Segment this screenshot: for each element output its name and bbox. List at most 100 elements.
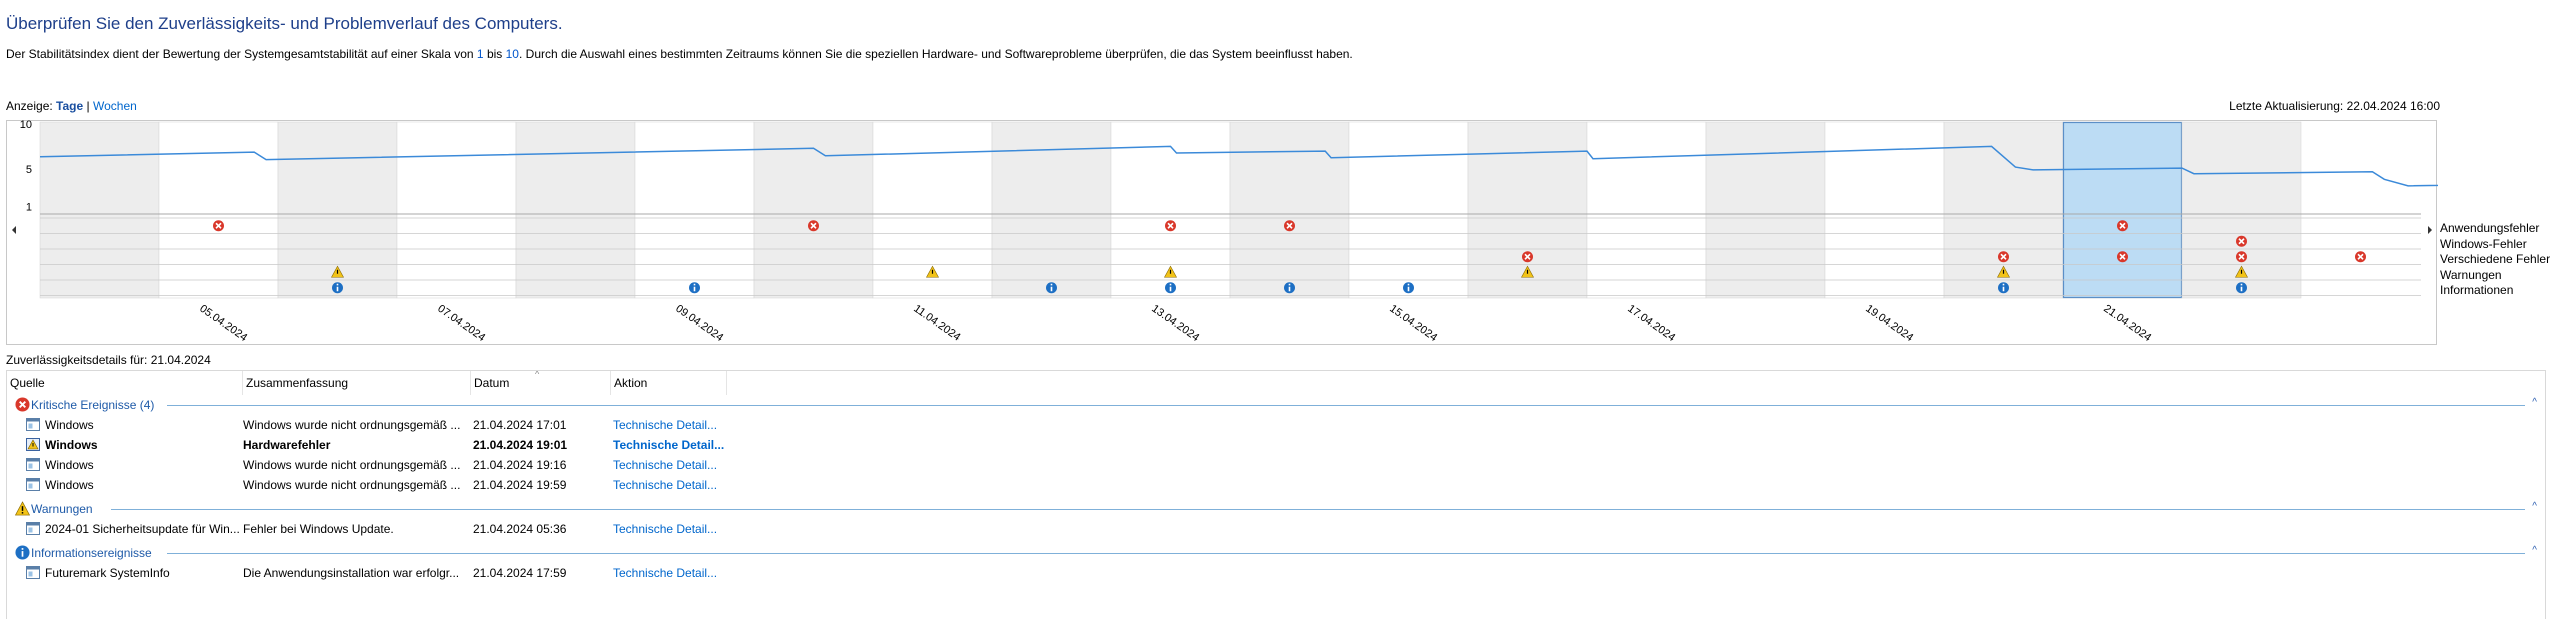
group-title: Informationsereignisse xyxy=(31,546,152,560)
info-icon-dot xyxy=(693,283,696,286)
technical-details-link[interactable]: Technische Detail... xyxy=(613,438,725,452)
warning-icon-mark xyxy=(2240,269,2243,274)
scroll-right-icon[interactable] xyxy=(2428,226,2432,234)
day-column[interactable] xyxy=(39,121,160,299)
info-icon-dot xyxy=(1169,283,1172,286)
day-column[interactable] xyxy=(753,121,874,299)
info-icon-mark xyxy=(1169,286,1172,292)
row-date: 21.04.2024 05:36 xyxy=(473,522,567,536)
info-icon-dot xyxy=(1050,283,1053,286)
window-app-icon xyxy=(26,478,40,491)
category-label-warnings: Warnungen xyxy=(2440,267,2502,282)
info-icon-mark xyxy=(1050,286,1053,292)
window-app-icon xyxy=(26,566,40,579)
info-icon-mark xyxy=(2240,286,2243,292)
row-source: Futuremark SystemInfo xyxy=(45,566,170,580)
technical-details-link[interactable]: Technische Detail... xyxy=(613,566,718,580)
warning-icon-mark xyxy=(931,269,934,274)
day-column[interactable] xyxy=(2062,121,2183,299)
collapse-chevron-icon[interactable]: ^ xyxy=(2532,501,2537,512)
row-summary: Die Anwendungsinstallation war erfolgr..… xyxy=(243,566,460,580)
y-tick-label: 1 xyxy=(26,202,32,214)
info-icon-dot xyxy=(1407,283,1410,286)
page-title: Überprüfen Sie den Zuverlässigkeits- und… xyxy=(6,14,563,33)
technical-details-link[interactable]: Technische Detail... xyxy=(613,458,718,472)
day-column[interactable] xyxy=(515,121,636,299)
warning-icon xyxy=(15,501,30,516)
error-icon-cross xyxy=(2119,222,2126,229)
row-source: 2024-01 Sicherheitsupdate für Win... xyxy=(45,522,240,536)
scale-min: 1 xyxy=(476,47,484,61)
collapse-chevron-icon[interactable]: ^ xyxy=(2532,397,2537,408)
group-title: Kritische Ereignisse (4) xyxy=(31,398,155,412)
column-header-summary[interactable]: Zusammenfassung xyxy=(243,371,471,395)
view-label: Anzeige: xyxy=(6,99,53,113)
group-critical-events[interactable]: Kritische Ereignisse (4) ^ xyxy=(7,395,2543,415)
row-summary: Windows wurde nicht ordnungsgemäß ... xyxy=(243,418,461,432)
details-list: Quelle Zusammenfassung Datum Aktion ^ Kr… xyxy=(6,370,2546,619)
y-tick-label: 10 xyxy=(20,120,32,131)
row-date: 21.04.2024 17:01 xyxy=(473,418,567,432)
group-warnings[interactable]: Warnungen ^ xyxy=(7,499,2543,519)
y-tick-label: 5 xyxy=(26,164,32,176)
row-source: Windows xyxy=(45,418,94,432)
row-source: Windows xyxy=(45,458,94,472)
row-date: 21.04.2024 19:16 xyxy=(473,458,567,472)
view-days-link[interactable]: Tage xyxy=(56,99,84,113)
day-column[interactable] xyxy=(1229,121,1350,299)
group-information-events[interactable]: Informationsereignisse ^ xyxy=(7,543,2543,563)
collapse-chevron-icon[interactable]: ^ xyxy=(2532,545,2537,556)
day-column[interactable] xyxy=(158,121,279,299)
technical-details-link[interactable]: Technische Detail... xyxy=(613,478,718,492)
column-header-date[interactable]: Datum xyxy=(471,371,611,395)
error-icon-cross xyxy=(2357,253,2364,260)
group-title: Warnungen xyxy=(31,502,93,516)
table-row[interactable]: Windows Windows wurde nicht ordnungsgemä… xyxy=(7,455,2543,475)
error-icon-cross xyxy=(2119,253,2126,260)
view-separator: | xyxy=(86,99,90,113)
error-icon-cross xyxy=(810,222,817,229)
error-icon-cross xyxy=(1524,253,1531,260)
last-update: Letzte Aktualisierung: 22.04.2024 16:00 xyxy=(2229,99,2440,113)
warning-icon-mark xyxy=(2002,269,2005,274)
info-icon-mark xyxy=(693,286,696,292)
row-date: 21.04.2024 19:59 xyxy=(473,478,567,492)
view-weeks-link[interactable]: Wochen xyxy=(92,99,137,113)
table-row[interactable]: Windows Hardwarefehler 21.04.2024 19:01 … xyxy=(7,435,2543,455)
error-icon xyxy=(15,397,30,412)
warning-icon-mark xyxy=(1526,269,1529,274)
group-divider xyxy=(167,405,2525,406)
table-row[interactable]: Windows Windows wurde nicht ordnungsgemä… xyxy=(7,475,2543,495)
info-icon-mark xyxy=(1407,286,1410,292)
row-summary: Windows wurde nicht ordnungsgemäß ... xyxy=(243,478,461,492)
error-icon-cross xyxy=(2000,253,2007,260)
scroll-left-icon[interactable] xyxy=(12,226,16,234)
row-summary: Windows wurde nicht ordnungsgemäß ... xyxy=(243,458,461,472)
category-label-app-errors: Anwendungsfehler xyxy=(2440,221,2540,235)
day-column[interactable] xyxy=(634,121,755,299)
sort-arrow-icon: ^ xyxy=(535,370,540,379)
day-column[interactable] xyxy=(1586,121,1707,299)
table-row[interactable]: Windows Windows wurde nicht ordnungsgemä… xyxy=(7,415,2543,435)
hardware-warning-app-icon xyxy=(26,438,40,451)
column-header-source[interactable]: Quelle xyxy=(7,371,243,395)
day-column[interactable] xyxy=(1348,121,1469,299)
event-category-labels: Anwendungsfehler Windows-Fehler Verschie… xyxy=(2440,221,2550,299)
group-divider xyxy=(167,553,2525,554)
day-column[interactable] xyxy=(1705,121,1826,299)
column-header-action[interactable]: Aktion xyxy=(611,371,727,395)
technical-details-link[interactable]: Technische Detail... xyxy=(613,418,718,432)
error-icon-cross xyxy=(215,222,222,229)
day-column[interactable] xyxy=(396,121,517,299)
table-row[interactable]: Futuremark SystemInfo Die Anwendungsinst… xyxy=(7,563,2543,583)
view-selector: Anzeige: Tage | Wochen xyxy=(6,99,137,113)
technical-details-link[interactable]: Technische Detail... xyxy=(613,522,718,536)
info-icon-dot xyxy=(2002,283,2005,286)
window-app-icon xyxy=(26,458,40,471)
row-source: Windows xyxy=(45,478,94,492)
window-app-icon xyxy=(26,418,40,431)
table-row[interactable]: 2024-01 Sicherheitsupdate für Win... Feh… xyxy=(7,519,2543,539)
stability-index-line xyxy=(39,145,2438,187)
selected-day-outline xyxy=(2062,121,2183,299)
